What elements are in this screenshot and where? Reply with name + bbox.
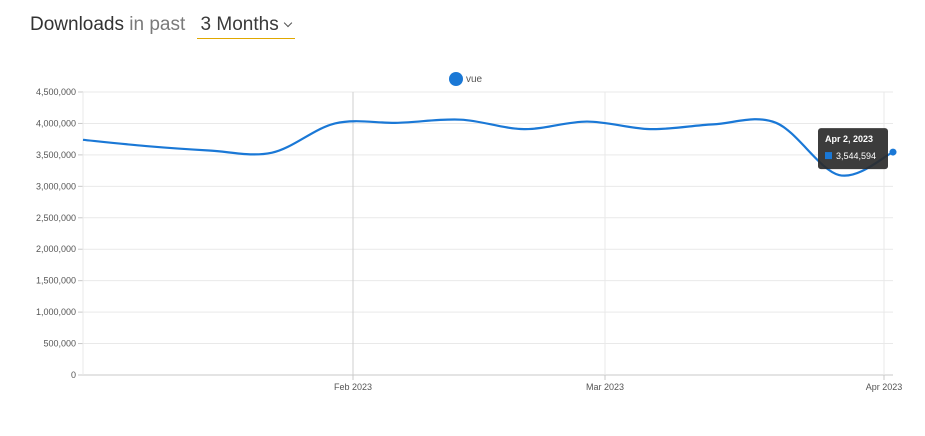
legend-marker — [449, 72, 463, 86]
data-point — [396, 121, 400, 125]
y-tick-label: 1,000,000 — [36, 307, 76, 317]
data-point — [774, 121, 778, 125]
y-tick-label: 4,500,000 — [36, 87, 76, 97]
y-tick-label: 500,000 — [43, 339, 76, 349]
tooltip-date: Apr 2, 2023 — [825, 134, 873, 144]
tooltip: Apr 2, 2023 3,544,594 — [818, 128, 888, 170]
y-tick-label: 2,500,000 — [36, 213, 76, 223]
data-point — [889, 148, 897, 156]
y-tick-label: 3,000,000 — [36, 181, 76, 191]
x-tick-label: Mar 2023 — [586, 382, 624, 392]
data-point — [207, 148, 211, 152]
period-dropdown[interactable]: 3 Months — [196, 14, 295, 39]
data-point — [270, 151, 274, 155]
y-tick-label: 2,000,000 — [36, 244, 76, 254]
data-point — [459, 118, 463, 122]
period-value: 3 Months — [200, 14, 279, 35]
x-tick-label: Apr 2023 — [866, 382, 903, 392]
data-point — [144, 144, 148, 148]
tooltip-series-swatch — [825, 152, 832, 160]
x-tick-label: Feb 2023 — [334, 382, 372, 392]
series-line-vue — [82, 118, 894, 177]
downloads-title: Downloads — [30, 14, 124, 35]
tooltip-box — [818, 128, 888, 170]
data-point — [333, 121, 337, 125]
page-header: Downloads in past 3 Months — [30, 14, 295, 39]
data-point — [711, 122, 715, 126]
y-tick-label: 4,000,000 — [36, 118, 76, 128]
y-tick-label: 1,500,000 — [36, 276, 76, 286]
data-point — [585, 120, 589, 124]
y-tick-label: 3,500,000 — [36, 150, 76, 160]
data-point — [81, 138, 85, 142]
downloads-subtitle: in past — [129, 14, 186, 35]
tooltip-value: 3,544,594 — [836, 151, 876, 161]
data-point — [648, 127, 652, 131]
legend-label: vue — [466, 74, 483, 85]
data-point — [522, 127, 526, 131]
data-point — [837, 173, 841, 177]
y-tick-label: 0 — [71, 370, 76, 380]
